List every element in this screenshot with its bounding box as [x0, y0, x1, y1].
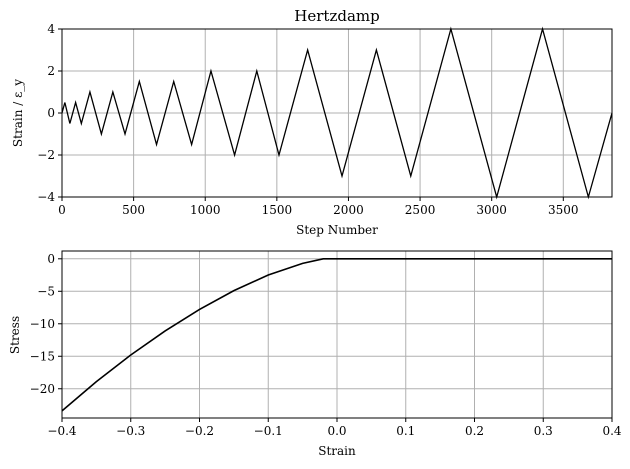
x-tick-label: 3000: [476, 203, 507, 217]
x-tick-label: 0.1: [396, 424, 415, 438]
strain-history-chart: 0 500 1000 1500 2000 2500 3000 3500 −4 −2 0 2 4 Hert…: [11, 7, 613, 237]
x-tick-label: 2000: [333, 203, 364, 217]
y-tick-label: −15: [30, 349, 55, 363]
x-tick-label: −0.4: [47, 424, 77, 438]
stress-strain-chart: −0.4 −0.3 −0.2 −0.1 0.0 0.1 0.2 0.3 0.4 0 −5 −10 −15…: [8, 250, 622, 458]
x-tick-label: 0.4: [602, 424, 621, 438]
grid-0: [61, 28, 612, 198]
x-tick-label: 0: [58, 203, 66, 217]
y-tick-label: 2: [47, 64, 55, 78]
y-tick-label: −2: [37, 148, 55, 162]
x-tick-label: −0.1: [254, 424, 283, 438]
ticks-0: 0 500 1000 1500 2000 2500 3000 3500 −4 −2 0 2 4: [37, 22, 578, 217]
x-tick-label: 0.3: [534, 424, 553, 438]
y-tick-label: 0: [47, 252, 55, 266]
ticks-1: −0.4 −0.3 −0.2 −0.1 0.0 0.1 0.2 0.3 0.4 0 −5 −10 −15…: [30, 252, 622, 438]
y-tick-label: 4: [47, 22, 55, 36]
y-tick-label: −4: [37, 190, 55, 204]
x-tick-label: 1000: [190, 203, 221, 217]
y-axis-label-0: Strain / ε_y: [11, 79, 25, 147]
x-axis-label-1: Strain: [318, 444, 356, 458]
y-axis-label-1: Stress: [8, 316, 22, 354]
x-tick-label: 1500: [262, 203, 293, 217]
grid-1: [61, 251, 613, 418]
y-tick-label: −5: [37, 284, 55, 298]
x-tick-label: 2500: [405, 203, 436, 217]
stress-strain-line: [61, 258, 612, 412]
chart-title: Hertzdamp: [294, 7, 379, 25]
y-tick-label: −20: [30, 382, 55, 396]
x-tick-label: 0.2: [465, 424, 484, 438]
x-tick-label: −0.2: [185, 424, 214, 438]
x-tick-label: 500: [122, 203, 145, 217]
x-tick-label: 0.0: [327, 424, 346, 438]
x-tick-label: −0.3: [116, 424, 145, 438]
y-tick-label: −10: [30, 317, 55, 331]
x-tick-label: 3500: [548, 203, 579, 217]
y-tick-label: 0: [47, 106, 55, 120]
strain-history-line: [61, 26, 613, 200]
x-axis-label-0: Step Number: [296, 223, 378, 237]
